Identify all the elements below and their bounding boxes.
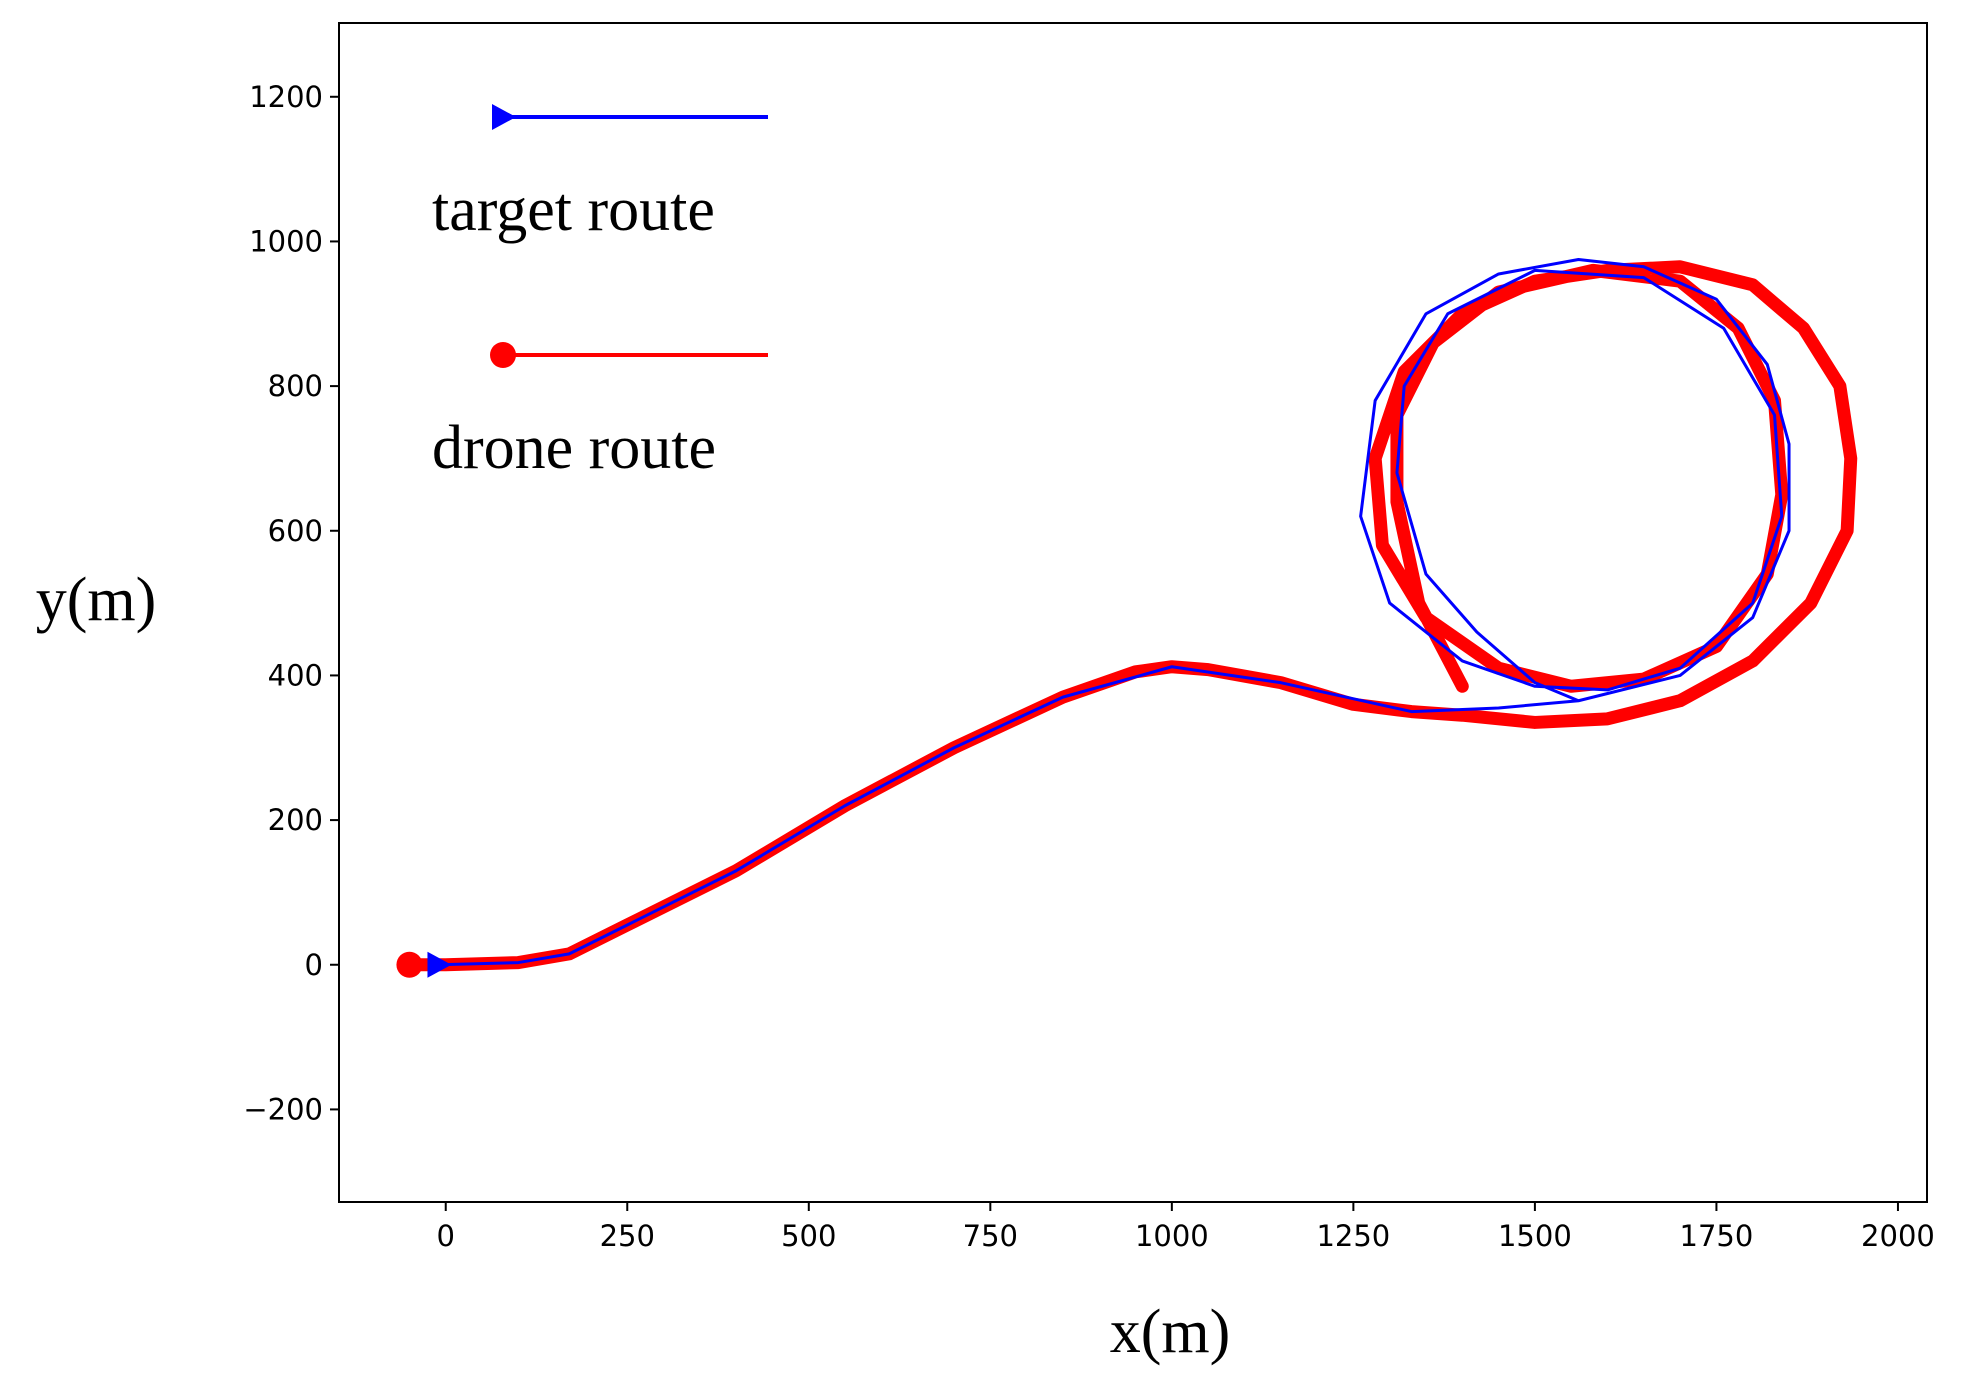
y-tick-label: 1200	[249, 80, 323, 114]
y-tick-label: 400	[268, 658, 323, 692]
x-tick-label: 250	[600, 1219, 655, 1253]
start-marker	[427, 951, 452, 978]
y-tick-label: 600	[268, 514, 323, 548]
x-tick-label: 500	[781, 1219, 836, 1253]
y-tick-label: −200	[243, 1092, 323, 1126]
plot-frame	[338, 22, 1928, 1203]
x-axis-label: x(m)	[1110, 1298, 1231, 1366]
x-tick-label: 1000	[1135, 1219, 1209, 1253]
legend-marker	[492, 104, 516, 130]
legend-label: target route	[432, 176, 715, 244]
route-line	[402, 260, 1858, 972]
route-line	[436, 258, 1791, 967]
y-tick-label: 800	[268, 369, 323, 403]
x-tick-label: 2000	[1861, 1219, 1935, 1253]
y-axis-label: y(m)	[36, 566, 157, 634]
y-tick-label: 200	[268, 803, 323, 837]
y-tick-label: 1000	[249, 224, 323, 258]
x-tick-label: 0	[437, 1219, 455, 1253]
x-tick-label: 1250	[1316, 1219, 1390, 1253]
x-tick-label: 1750	[1680, 1219, 1754, 1253]
x-tick-label: 750	[963, 1219, 1018, 1253]
x-tick-label: 1500	[1498, 1219, 1572, 1253]
legend-marker	[490, 342, 516, 368]
y-tick-label: 0	[305, 948, 323, 982]
legend-label: drone route	[432, 414, 716, 482]
start-marker	[396, 951, 423, 978]
